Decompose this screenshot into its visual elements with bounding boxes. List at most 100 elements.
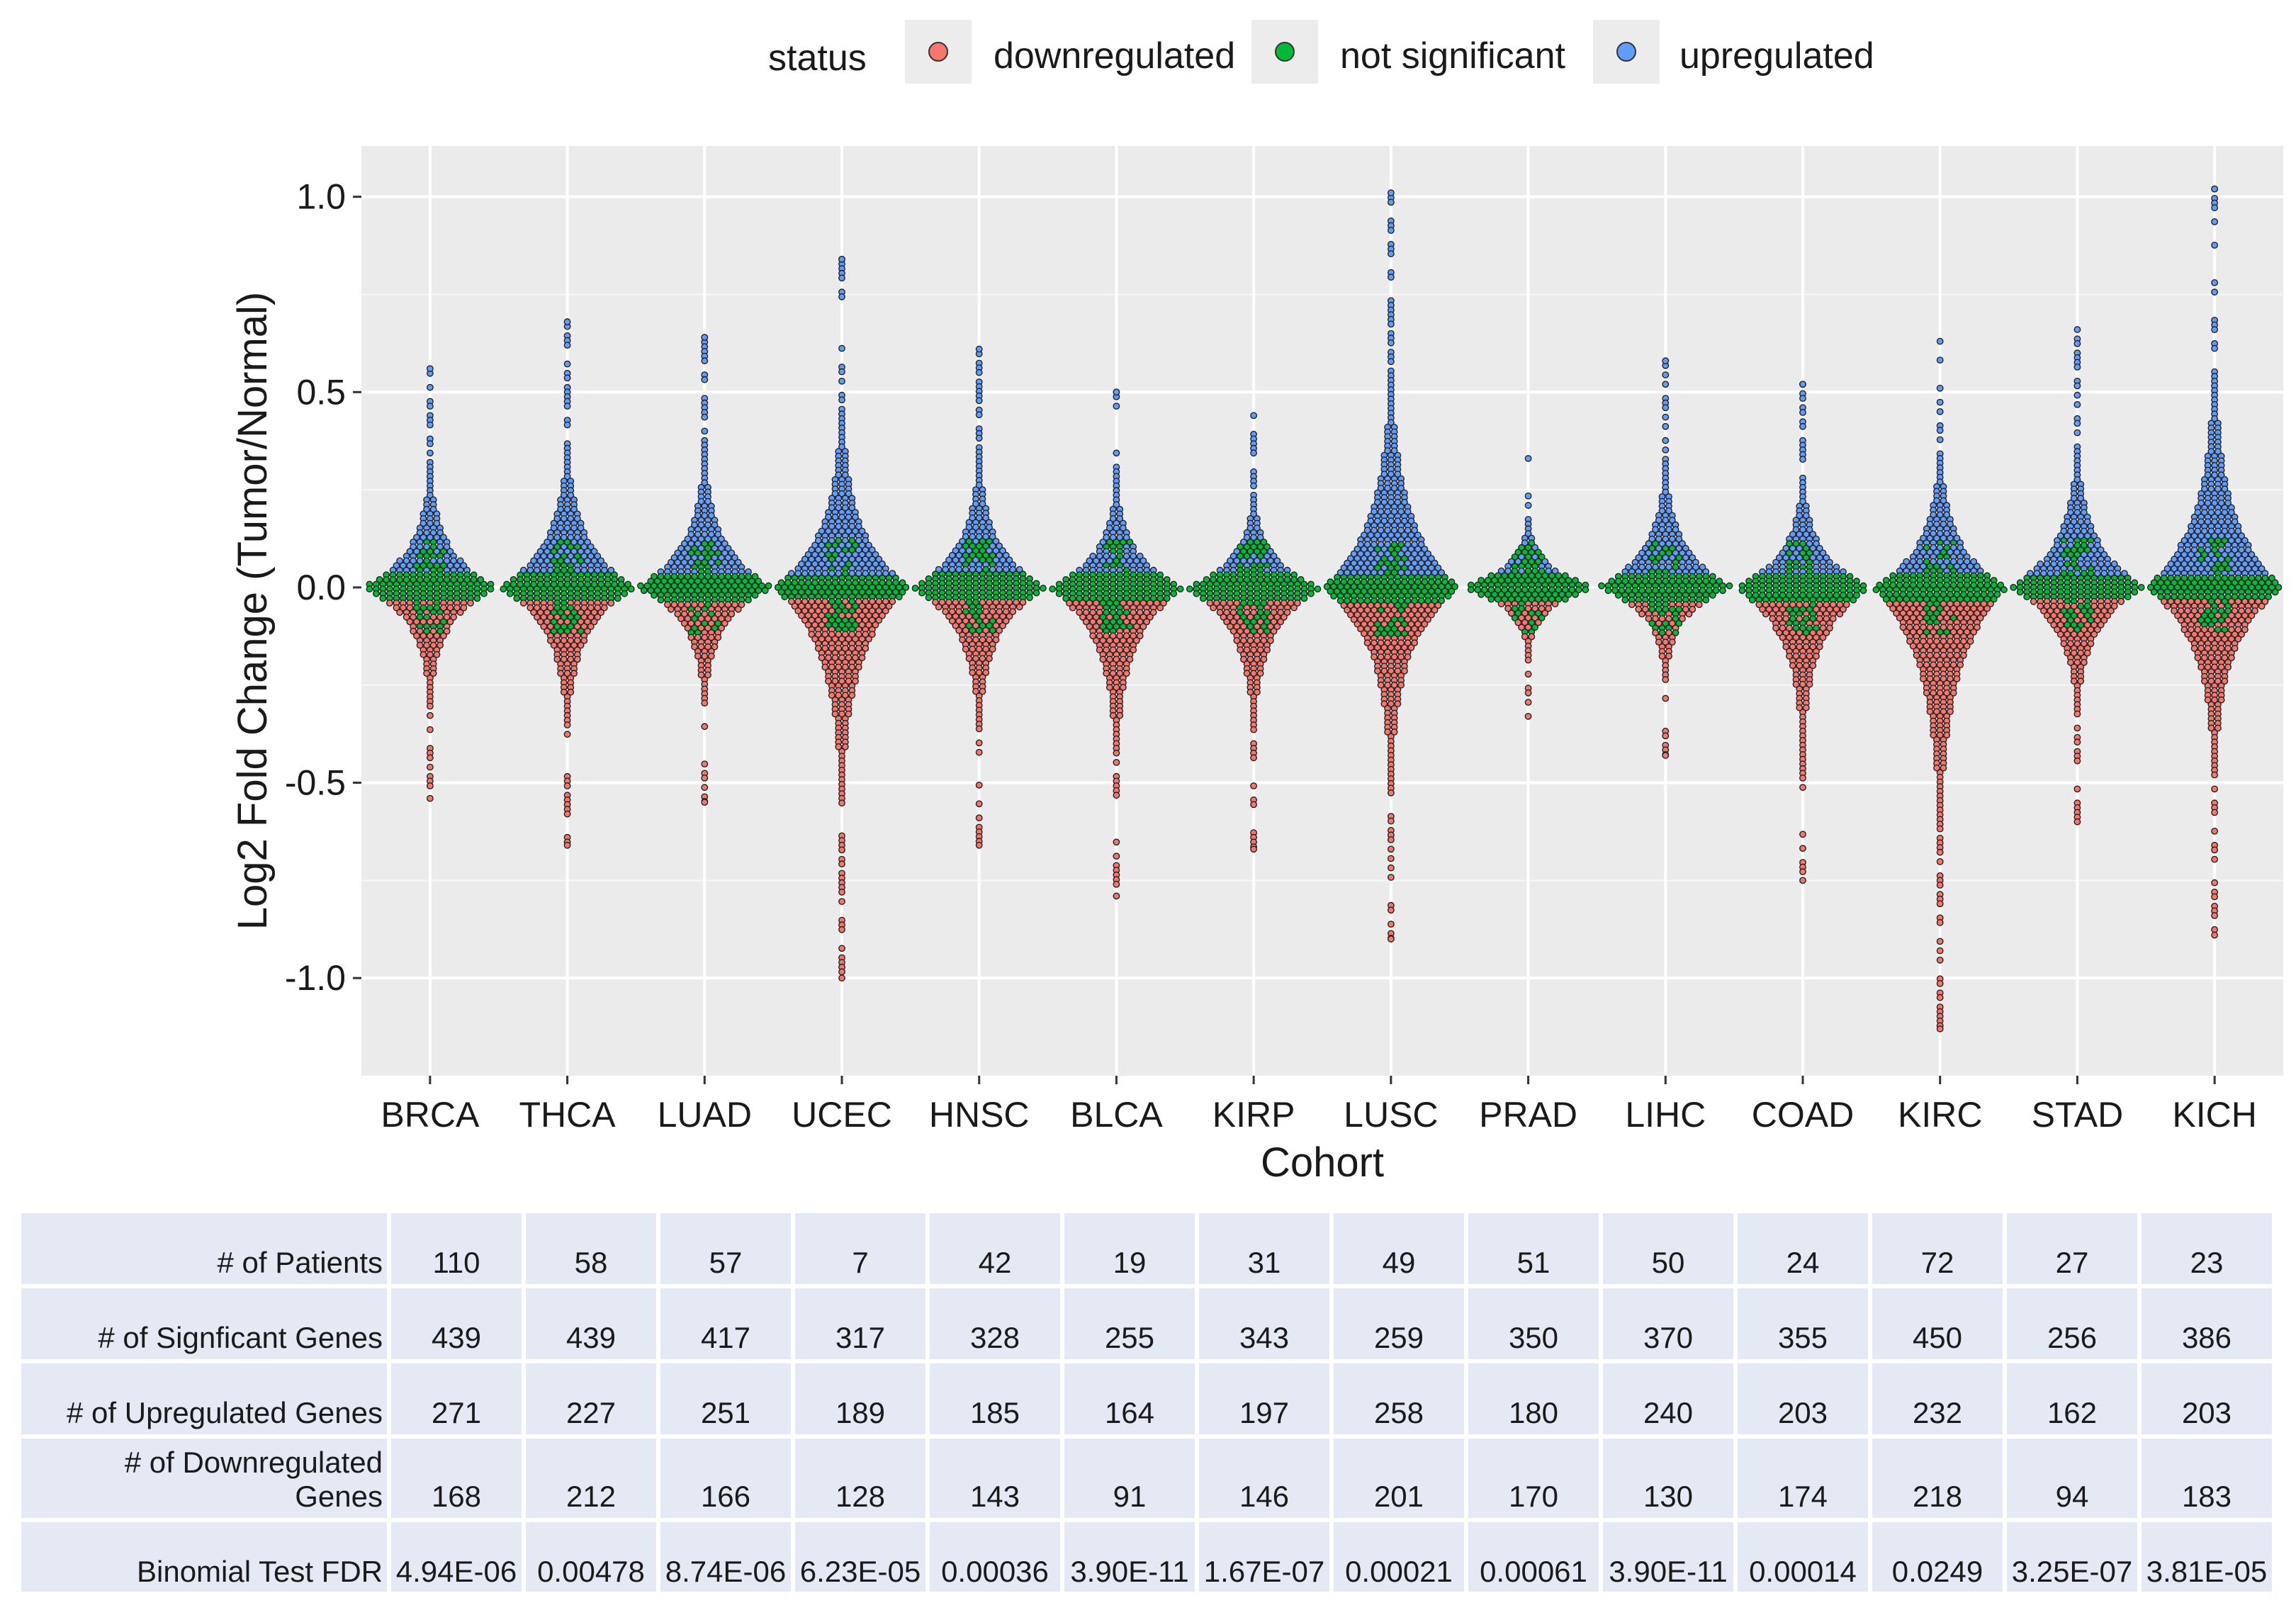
data-point: [584, 539, 591, 546]
data-point: [1170, 590, 1178, 597]
data-point: [955, 566, 963, 573]
data-point: [1006, 612, 1013, 620]
data-point: [1069, 604, 1076, 612]
data-point: [2211, 326, 2219, 333]
data-point: [852, 602, 859, 610]
data-point: [895, 593, 903, 601]
data-point: [952, 547, 960, 554]
data-point: [396, 576, 403, 583]
data-point: [855, 663, 862, 671]
data-point: [721, 610, 728, 618]
data-point: [992, 636, 1000, 643]
data-point: [503, 580, 510, 588]
data-point: [701, 479, 709, 487]
data-point: [875, 556, 883, 563]
data-point: [1009, 608, 1017, 615]
data-point: [1388, 855, 1395, 862]
data-point: [858, 621, 866, 629]
data-point: [741, 587, 749, 595]
data-point: [838, 654, 845, 662]
data-point: [590, 580, 598, 588]
data-point: [865, 588, 872, 596]
data-point: [858, 560, 866, 568]
data-point: [691, 554, 698, 561]
legend-label-upregulated: upregulated: [1679, 35, 1874, 77]
data-point: [487, 585, 495, 592]
data-point: [811, 579, 818, 587]
data-point: [889, 584, 896, 591]
data-point: [580, 552, 588, 560]
data-point: [653, 587, 661, 595]
data-point: [389, 576, 397, 583]
data-point: [427, 726, 434, 733]
data-point: [544, 539, 551, 546]
data-point: [1250, 726, 1258, 733]
data-point: [396, 557, 403, 565]
data-point: [975, 397, 983, 405]
data-point: [828, 663, 835, 671]
data-point: [835, 570, 843, 577]
data-point: [828, 523, 835, 530]
data-point: [714, 540, 722, 548]
data-point: [660, 578, 668, 585]
data-point: [443, 627, 451, 635]
data-point: [731, 582, 738, 590]
data-point: [811, 541, 818, 549]
data-point: [804, 551, 812, 558]
data-point: [546, 534, 554, 541]
data-point: [1388, 339, 1395, 347]
data-point: [420, 651, 427, 658]
data-point: [748, 587, 755, 595]
data-point-min: [426, 794, 434, 802]
data-point: [1300, 595, 1308, 602]
data-point: [573, 566, 581, 574]
data-point: [2073, 382, 2081, 390]
data-point: [604, 580, 612, 588]
data-point: [1006, 556, 1013, 564]
data-point: [989, 533, 996, 541]
data-point: [651, 582, 658, 590]
data-point: [680, 558, 688, 566]
data-point: [948, 566, 956, 573]
data-point: [587, 613, 595, 621]
data-point: [577, 557, 585, 565]
data-point: [567, 534, 575, 541]
data-point: [2073, 339, 2081, 347]
data-point: [986, 524, 993, 531]
data-point: [637, 582, 644, 590]
data-point: [570, 539, 578, 546]
data-point: [858, 654, 866, 662]
data-point: [477, 576, 484, 583]
data-point-max: [1250, 412, 1258, 420]
data-point: [410, 613, 417, 621]
data-point: [858, 612, 866, 619]
data-point: [852, 677, 859, 685]
data-point: [1936, 848, 1944, 856]
data-point: [443, 543, 451, 551]
data-point: [714, 619, 722, 627]
data-point: [624, 580, 631, 588]
data-point: [2073, 785, 2081, 793]
data-point: [1113, 853, 1120, 860]
data-point: [563, 421, 571, 429]
data-point: [942, 566, 950, 573]
data-point: [975, 800, 983, 808]
data-point: [584, 557, 591, 565]
data-point: [530, 557, 537, 565]
data-point: [567, 613, 575, 621]
data-point: [423, 627, 430, 635]
data-point: [996, 542, 1003, 550]
data-point: [996, 566, 1003, 573]
data-point: [975, 551, 983, 559]
data-point: [674, 578, 682, 585]
data-point: [500, 585, 507, 592]
data-point: [982, 542, 990, 550]
data-point: [567, 515, 575, 522]
data-point: [841, 471, 849, 479]
data-point: [530, 609, 537, 617]
data-point: [721, 558, 728, 566]
data-point: [550, 627, 558, 635]
data-point: [865, 579, 872, 587]
data-point: [423, 613, 430, 621]
data-point: [835, 743, 843, 750]
